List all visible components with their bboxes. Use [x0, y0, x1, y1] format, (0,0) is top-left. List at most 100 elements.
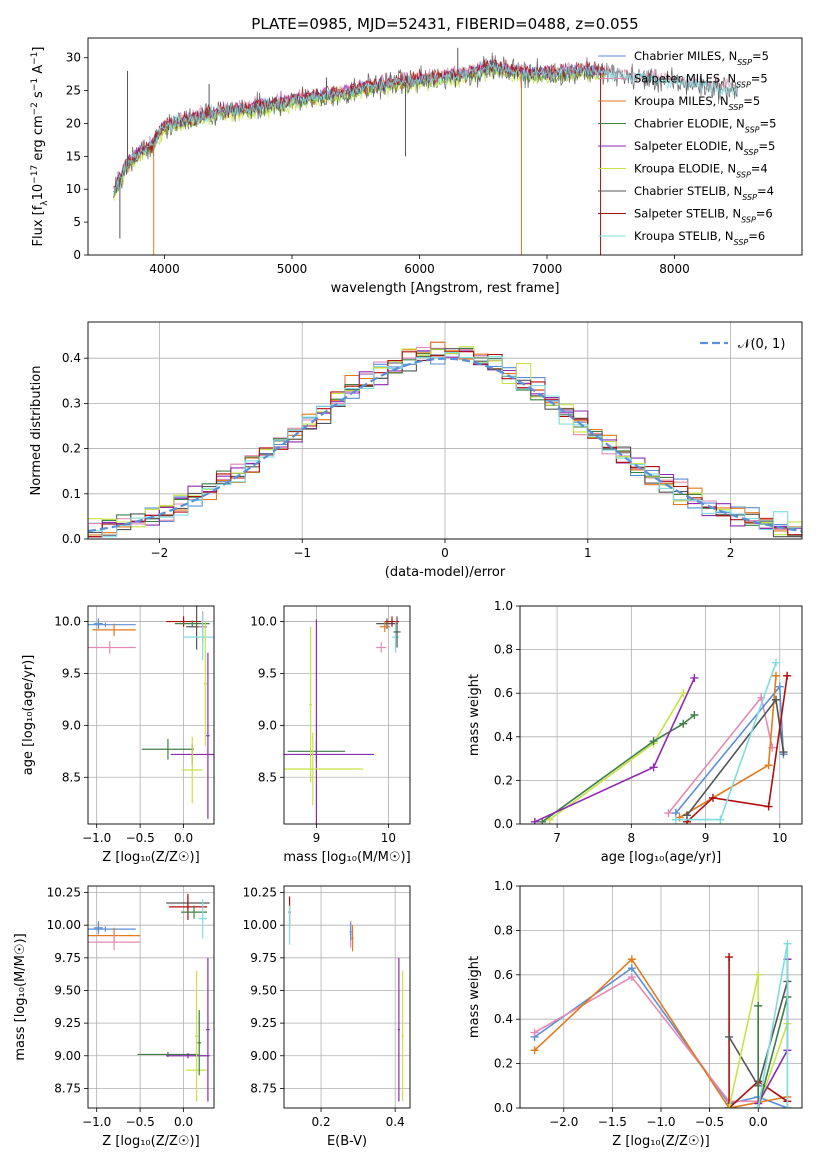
spectrum-line-kroupa-stelib: [113, 60, 739, 196]
legend-subscript: SSP: [736, 170, 751, 179]
y-axis-label-part: Flux [f: [31, 205, 46, 246]
y-tick-label: 1.0: [494, 879, 513, 893]
x-axis-label: E(B-V): [327, 1134, 367, 1149]
y-tick-label: 30: [66, 51, 81, 65]
legend-subscript: SSP: [734, 238, 749, 247]
y-axis-label-part: −17: [30, 165, 40, 184]
legend-subscript: SSP: [737, 58, 752, 67]
y-tick-label: 9.00: [250, 1049, 277, 1063]
y-axis-label: age [log₁₀(age/yr)]: [21, 655, 36, 776]
legend-label: Chabrier ELODIE, NSSP=5: [634, 117, 776, 135]
y-tick-label: 8.5: [258, 770, 277, 784]
y-tick-label: 9.5: [62, 666, 81, 680]
x-tick-label: 0.4: [386, 1115, 405, 1129]
legend-subscript: SSP: [742, 193, 757, 202]
spectrum-axes: 4000 5000 6000 7000 8000 0 5 10 15 20 25 30 waveleng…: [66, 51, 690, 296]
legend-name: Chabrier STELIB, N: [634, 184, 742, 198]
mass-weight-marker: [627, 955, 636, 964]
legend-value: =5: [760, 117, 777, 131]
y-tick-label: 9.25: [250, 1016, 277, 1030]
y-axis-label-part: −1: [30, 52, 40, 65]
legend-name: Kroupa MILES, N: [634, 94, 729, 108]
residuals-frame: [87, 321, 803, 540]
legend-label: Salpeter STELIB, NSSP=6: [634, 207, 773, 225]
x-tick-label: −1.5: [598, 1115, 627, 1129]
legend-label: Kroupa MILES, NSSP=5: [634, 94, 760, 112]
mass-weight-marker: [649, 737, 658, 746]
age_vs_Z-points: [88, 606, 214, 819]
y-axis-label-part: A: [31, 65, 46, 78]
legend-name: Kroupa STELIB, N: [634, 229, 734, 243]
legend-subscript: SSP: [745, 125, 760, 134]
y-tick-label: 15: [66, 149, 81, 163]
legend-subscript: SSP: [736, 80, 751, 89]
y-tick-label: 10: [66, 182, 81, 196]
mass-weight-marker: [772, 695, 781, 704]
mass-weight-marker: [708, 793, 717, 802]
y-tick-label: 0.0: [494, 817, 513, 831]
mass-weight-marker: [754, 970, 763, 979]
mass_vs_ebv-frame: [283, 885, 411, 1109]
y-tick-label: 0.0: [62, 532, 81, 546]
x-tick-label: 0.0: [749, 1115, 768, 1129]
mass-weight-line: [534, 975, 759, 1103]
mass_vs_Z-points: [88, 893, 210, 1102]
spectrum-line-salpeter-elodie: [113, 59, 605, 194]
mass_vs_ebv-points: [288, 896, 404, 1102]
x-axis-label: Z [log₁₀(Z/Z☉)]: [612, 1134, 709, 1149]
x-tick-label: 8000: [659, 262, 690, 276]
x-tick-label: 7: [553, 831, 561, 845]
age_vs_Z-axes: −1.0 −0.5 0.0 8.5 9.0 9.5 10.0 Z [log₁₀(Z/Z☉)] a…: [21, 606, 214, 865]
y-tick-label: 0.0: [494, 1101, 513, 1115]
y-tick-label: 10.25: [243, 886, 277, 900]
mass_vs_ebv-axes: 0.2 0.4 8.75 9.00 9.25 9.50 9.75 10.00 10.25 E(B-…: [243, 886, 410, 1149]
x-tick-label: 10: [772, 831, 787, 845]
y-axis-label-part: erg cm: [31, 115, 46, 164]
y-axis-label: Flux [fλ10−17 erg cm−2 s−1 A−1]: [30, 47, 50, 247]
legend-name: Kroupa ELODIE, N: [634, 162, 736, 176]
x-axis-label: (data-model)/error: [385, 565, 506, 580]
legend-value: =5: [758, 139, 775, 153]
mass-weight-line: [534, 677, 696, 823]
y-axis-label: mass [log₁₀(M/M☉)]: [13, 933, 28, 1060]
x-tick-label: −1: [293, 546, 311, 560]
y-axis-label-part: s: [31, 91, 46, 102]
x-tick-label: 7000: [532, 262, 563, 276]
y-axis-label: mass weight: [467, 674, 482, 756]
legend-subscript: SSP: [741, 215, 756, 224]
legend-name: Salpeter MILES, N: [634, 72, 736, 86]
mass-weight-marker: [754, 1001, 763, 1010]
x-tick-label: −1.0: [646, 1115, 675, 1129]
figure-title: PLATE=0985, MJD=52431, FIBERID=0488, z=0…: [251, 15, 638, 33]
legend-subscript: SSP: [729, 103, 744, 112]
mw_vs_Z-frame: [519, 885, 803, 1109]
legend-name: Salpeter STELIB, N: [634, 207, 741, 221]
x-tick-label: 0.0: [174, 1115, 193, 1129]
mass-weight-marker: [627, 964, 636, 973]
mass-weight-marker: [679, 689, 688, 698]
legend-value: =6: [748, 229, 765, 243]
y-tick-label: 9.50: [54, 983, 81, 997]
age_vs_Z-frame: [87, 605, 215, 825]
x-tick-label: 8: [627, 831, 635, 845]
legend-value: =4: [751, 162, 768, 176]
mass-weight-marker: [725, 1032, 734, 1041]
x-axis-label: Z [log₁₀(Z/Z☉)]: [102, 850, 199, 865]
x-tick-label: 10: [381, 831, 396, 845]
y-tick-label: 10.00: [47, 918, 81, 932]
mass-weight-line: [757, 943, 789, 1108]
y-tick-label: 0.6: [494, 968, 513, 982]
mass-weight-marker: [764, 802, 773, 811]
legend-label: Salpeter ELODIE, NSSP=5: [634, 139, 775, 157]
legend-name: Chabrier ELODIE, N: [634, 117, 745, 131]
legend-label: Kroupa STELIB, NSSP=6: [634, 229, 765, 247]
mw_vs_age-frame: [519, 605, 803, 825]
age_vs_mass-frame: [283, 605, 411, 825]
legend-value: =5: [751, 72, 768, 86]
x-tick-label: −0.5: [126, 1115, 155, 1129]
y-tick-label: 10.0: [54, 615, 81, 629]
gaussian-curve: [88, 357, 802, 533]
mass_vs_Z-axes: −1.0 −0.5 0.0 8.75 9.00 9.25 9.50 9.75 10.00 10.2…: [13, 886, 214, 1149]
